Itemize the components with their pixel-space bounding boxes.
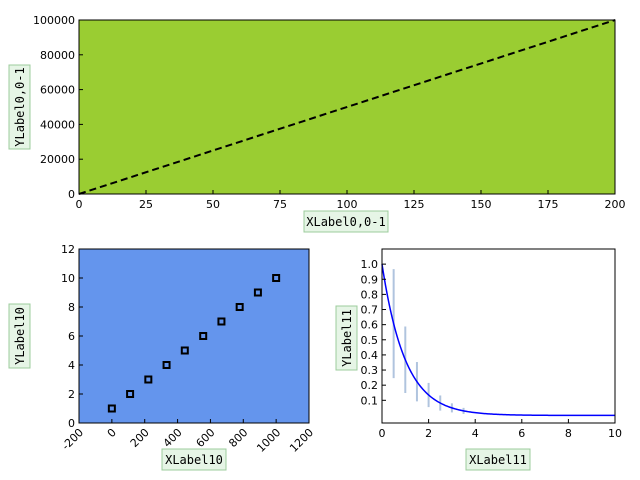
y-tick-label: 60000 xyxy=(40,84,75,97)
y-tick-label: 0.9 xyxy=(361,273,379,286)
y-tick-label: 4 xyxy=(68,359,75,372)
x-tick-label: 2 xyxy=(425,427,432,440)
y-tick-label: 40000 xyxy=(40,118,75,131)
x-axis-label-bottom-left: XLabel10 xyxy=(161,448,227,471)
panel-bottom-right-decay: 0 2 4 6 8 10 0.1 0.2 0.3 0.4 0.5 0.6 0.7 0.8 0.9 1.0 X… xyxy=(335,248,622,471)
x-tick-label: 75 xyxy=(273,198,287,211)
y-tick-label: 12 xyxy=(61,243,75,256)
y-tick-label: 10 xyxy=(61,272,75,285)
decay-curve-line xyxy=(381,264,615,417)
x-axis-label-top-text: XLabel0,0-1 xyxy=(306,215,385,229)
y-tick-label: 100000 xyxy=(33,14,75,27)
x-tick-label: 6 xyxy=(518,427,525,440)
y-axis-label-bottom-right-text: YLabel11 xyxy=(340,309,354,367)
y-tick-label: 6 xyxy=(68,330,75,343)
x-tick-label: 200 xyxy=(128,426,152,450)
y-tick-label: 0.4 xyxy=(361,349,379,362)
scatter-point xyxy=(162,361,171,369)
x-tick-label: 0 xyxy=(379,427,386,440)
y-tick-label: 0.3 xyxy=(361,364,379,377)
y-tick-label: 0 xyxy=(68,417,75,430)
y-tick-label: 0.2 xyxy=(361,379,379,392)
x-tick-label: 150 xyxy=(471,198,492,211)
x-axis-label-bottom-left-text: XLabel10 xyxy=(165,453,223,467)
x-axis-label-bottom-right-text: XLabel11 xyxy=(469,453,527,467)
series-line-dashed xyxy=(78,19,616,195)
y-tick-label: 80000 xyxy=(40,49,75,62)
x-tick-label: 400 xyxy=(161,426,185,450)
x-tick-label: 200 xyxy=(605,198,626,211)
scatter-point xyxy=(126,390,135,398)
scatter-point xyxy=(199,332,208,340)
y-axis-label-bottom-left-text: YLabel10 xyxy=(13,307,27,365)
scatter-point xyxy=(217,317,226,326)
y-tick-label: 0.8 xyxy=(361,288,379,301)
scatter-point xyxy=(235,303,244,311)
plot-area-bottom-right xyxy=(382,249,615,423)
x-tick-label: 10 xyxy=(608,427,622,440)
scatter-point xyxy=(107,404,116,413)
x-tick-label: 50 xyxy=(206,198,220,211)
y-tick-label: 0.7 xyxy=(361,304,379,317)
y-tick-label: 0.5 xyxy=(361,334,379,347)
x-tick-label: 175 xyxy=(538,198,559,211)
y-tick-label: 0.1 xyxy=(361,394,379,407)
x-tick-label: 0 xyxy=(76,198,83,211)
scatter-point xyxy=(272,274,281,282)
y-tick-label: 8 xyxy=(68,301,75,314)
x-tick-label: 1000 xyxy=(254,426,283,455)
axes-frame-bottom-right xyxy=(381,248,616,424)
y-axis-label-top-text: YLabel0,0-1 xyxy=(13,67,27,146)
y-tick-label: 0 xyxy=(68,188,75,201)
x-tick-label: 8 xyxy=(565,427,572,440)
y-axis-label-bottom-left: YLabel10 xyxy=(8,303,31,369)
scatter-point xyxy=(180,346,189,355)
x-tick-label: 100 xyxy=(337,198,358,211)
x-tick-label: 800 xyxy=(226,426,250,450)
y-tick-label: 1.0 xyxy=(361,258,379,271)
x-tick-label: 25 xyxy=(139,198,153,211)
y-tick-label: 2 xyxy=(68,388,75,401)
scatter-point xyxy=(144,375,153,384)
x-tick-label: 600 xyxy=(194,426,218,450)
y-tick-label: 20000 xyxy=(40,153,75,166)
x-tick-label: 1200 xyxy=(287,426,316,455)
x-tick-label: 4 xyxy=(472,427,479,440)
y-axis-label-bottom-right: YLabel11 xyxy=(335,305,358,371)
scatter-point xyxy=(253,288,262,297)
plot-area-bottom-left xyxy=(79,249,309,423)
x-axis-label-bottom-right: XLabel11 xyxy=(465,448,531,471)
x-tick-label: 125 xyxy=(404,198,425,211)
y-tick-label: 0.6 xyxy=(361,319,379,332)
x-tick-label: 0 xyxy=(105,426,119,440)
panel-top-line: 0 25 50 75 100 125 150 175 200 0 20000 40000 60000 8… xyxy=(8,14,626,233)
y-axis-label-top: YLabel0,0-1 xyxy=(8,64,31,150)
x-axis-label-top: XLabel0,0-1 xyxy=(303,210,389,233)
